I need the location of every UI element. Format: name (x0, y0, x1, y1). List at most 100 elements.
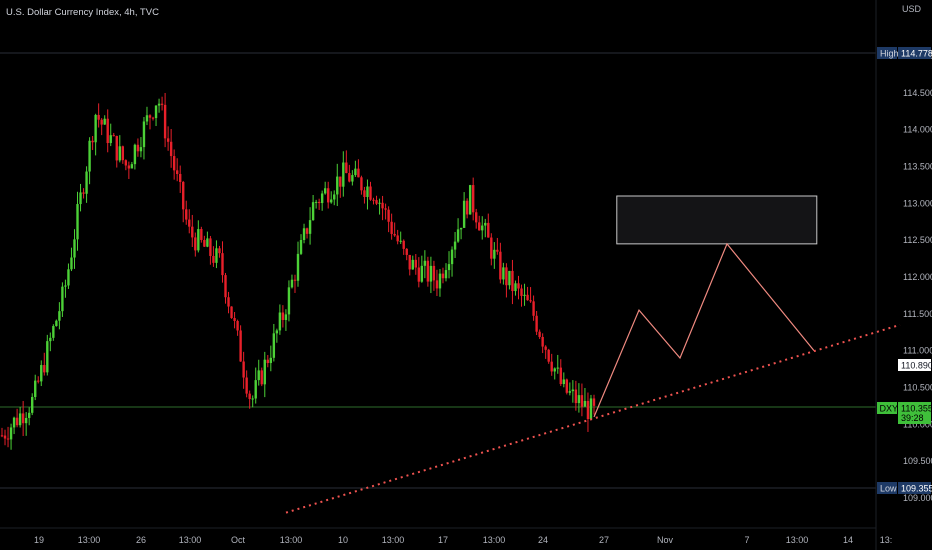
candle-body (79, 192, 82, 205)
candle-body (375, 200, 378, 204)
y-tick-label: 113.500 (903, 162, 932, 172)
candle-body (387, 209, 390, 222)
candle-body (37, 380, 40, 382)
candle-body (520, 288, 523, 296)
candle-body (269, 357, 273, 364)
candle-body (191, 226, 194, 238)
candle-body (372, 199, 375, 201)
candle-body (562, 379, 565, 385)
candle-body (58, 311, 61, 321)
candle-body (577, 395, 581, 404)
x-tick-label: 7 (744, 535, 749, 545)
candle-body (3, 435, 7, 439)
candle-body (408, 254, 411, 270)
candle-body (73, 239, 76, 258)
candles-group (0, 92, 596, 450)
candle-body (311, 202, 315, 221)
candle-body (230, 306, 233, 319)
high-tag-value: 114.778 (901, 49, 932, 59)
candle-body (396, 235, 399, 242)
candle-body (426, 260, 430, 282)
candle-body (233, 318, 236, 322)
candle-body (393, 233, 396, 236)
candle-body (130, 164, 134, 169)
candle-body (508, 270, 511, 286)
candle-body (40, 365, 43, 382)
candle-body (351, 175, 354, 182)
candle-body (493, 249, 496, 259)
candle-body (484, 222, 487, 226)
projection-path[interactable] (593, 242, 815, 418)
candle-body (308, 220, 312, 234)
candle-body (290, 279, 294, 288)
candle-body (82, 192, 85, 194)
candle-body (160, 103, 164, 105)
candle-body (589, 398, 593, 420)
candle-body (302, 228, 306, 240)
candle-body (538, 331, 541, 337)
candle-body (278, 312, 282, 331)
candle-body (182, 181, 185, 210)
candle-body (432, 265, 436, 281)
candle-body (556, 367, 559, 369)
candle-body (327, 188, 330, 203)
candle-body (52, 326, 55, 338)
candle-body (12, 417, 16, 428)
candle-body (169, 141, 173, 157)
target-zone-box[interactable] (616, 195, 818, 245)
candle-body (239, 330, 242, 362)
candle-body (468, 185, 472, 215)
candle-body (157, 103, 161, 106)
candle-body (31, 396, 34, 413)
high-tag: High 114.778 (877, 47, 932, 59)
candle-body (565, 379, 569, 393)
candle-body (148, 115, 152, 118)
support-trendline[interactable] (285, 323, 901, 514)
candle-body (517, 283, 520, 289)
candle-body (43, 365, 46, 373)
candle-body (218, 248, 221, 254)
candle-body (511, 270, 514, 292)
candle-body (547, 349, 550, 362)
candle-body (121, 146, 125, 161)
x-tick-label: 24 (538, 535, 548, 545)
candle-body (281, 312, 285, 320)
candle-body (18, 413, 22, 426)
marker-tag-box (898, 359, 931, 371)
candle-body (203, 239, 206, 247)
candle-body (175, 170, 179, 174)
price-tag-value: 110.355 (901, 404, 932, 414)
candle-body (348, 173, 351, 182)
candle-body (49, 337, 52, 342)
candle-body (284, 314, 288, 320)
candle-body (236, 321, 239, 331)
candle-body (553, 368, 556, 372)
candle-body (399, 240, 402, 242)
candle-body (471, 185, 475, 213)
candle-body (15, 417, 19, 426)
candle-body (429, 265, 433, 282)
candle-body (314, 201, 318, 203)
candle-body (127, 165, 131, 169)
candle-body (571, 389, 575, 392)
candle-body (526, 294, 529, 301)
candle-body (475, 212, 478, 223)
y-tick-label: 114.500 (903, 88, 932, 98)
candle-body (583, 400, 587, 407)
x-tick-label: Oct (231, 535, 246, 545)
candle-body (142, 121, 146, 148)
candle-body (133, 144, 137, 165)
candle-body (61, 286, 64, 312)
candle-body (293, 279, 297, 281)
candle-body (296, 253, 300, 281)
candle-body (185, 209, 188, 220)
candle-body (496, 249, 499, 252)
candle-body (305, 228, 309, 234)
x-tick-label: 13:00 (483, 535, 506, 545)
x-tick-label: 13:00 (382, 535, 405, 545)
y-tick-label: 111.000 (903, 346, 932, 356)
time-axis[interactable]: 19 13:00 26 13:00 Oct 13:00 10 13:00 17 13:00 24 27… (34, 535, 892, 545)
candle-body (88, 140, 91, 172)
candle-body (163, 104, 167, 139)
